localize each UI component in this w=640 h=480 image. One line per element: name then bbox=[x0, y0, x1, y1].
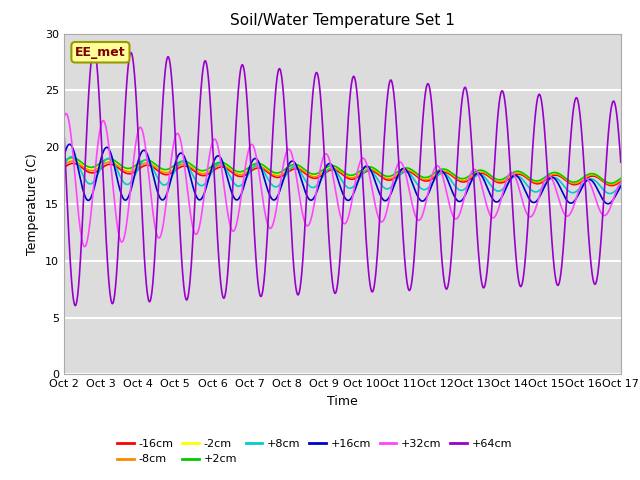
+64cm bbox=[499, 89, 507, 95]
-2cm bbox=[89, 166, 97, 171]
+16cm bbox=[604, 201, 612, 207]
+8cm bbox=[60, 163, 68, 169]
+8cm bbox=[601, 188, 609, 194]
+64cm bbox=[617, 159, 625, 165]
+8cm bbox=[601, 188, 609, 194]
-16cm bbox=[69, 160, 77, 166]
-16cm bbox=[60, 165, 68, 170]
-8cm bbox=[60, 162, 68, 168]
+2cm bbox=[601, 178, 609, 184]
-16cm bbox=[499, 180, 506, 185]
+32cm bbox=[332, 187, 339, 192]
+8cm bbox=[316, 178, 324, 184]
+2cm bbox=[89, 164, 97, 170]
+64cm bbox=[601, 179, 609, 185]
+64cm bbox=[90, 46, 98, 51]
+2cm bbox=[316, 169, 324, 175]
Line: +8cm: +8cm bbox=[64, 156, 621, 193]
+16cm bbox=[60, 153, 68, 159]
+2cm bbox=[331, 163, 339, 169]
+16cm bbox=[617, 183, 625, 189]
-16cm bbox=[601, 180, 609, 186]
Legend: -16cm, -8cm, -2cm, +2cm, +8cm, +16cm, +32cm, +64cm: -16cm, -8cm, -2cm, +2cm, +8cm, +16cm, +3… bbox=[113, 434, 516, 469]
+64cm bbox=[317, 94, 324, 100]
-16cm bbox=[331, 167, 339, 173]
-8cm bbox=[499, 178, 506, 184]
-8cm bbox=[69, 158, 77, 164]
Line: +2cm: +2cm bbox=[64, 157, 621, 183]
+32cm bbox=[602, 213, 609, 218]
-16cm bbox=[89, 170, 97, 176]
+8cm bbox=[89, 180, 97, 186]
-2cm bbox=[60, 160, 68, 166]
+16cm bbox=[601, 199, 609, 205]
-2cm bbox=[316, 170, 324, 176]
Line: -16cm: -16cm bbox=[64, 163, 621, 186]
-2cm bbox=[68, 156, 76, 162]
+32cm bbox=[62, 111, 70, 117]
+2cm bbox=[60, 158, 68, 164]
-16cm bbox=[608, 183, 616, 189]
+2cm bbox=[607, 180, 614, 186]
+8cm bbox=[606, 191, 614, 196]
-8cm bbox=[316, 172, 324, 178]
-8cm bbox=[331, 166, 339, 171]
+64cm bbox=[332, 290, 339, 296]
X-axis label: Time: Time bbox=[327, 395, 358, 408]
-2cm bbox=[499, 177, 506, 182]
+32cm bbox=[81, 244, 88, 250]
-8cm bbox=[601, 179, 609, 185]
+64cm bbox=[89, 48, 97, 54]
-8cm bbox=[617, 177, 625, 183]
-16cm bbox=[316, 174, 324, 180]
Title: Soil/Water Temperature Set 1: Soil/Water Temperature Set 1 bbox=[230, 13, 455, 28]
+2cm bbox=[68, 155, 76, 160]
+32cm bbox=[617, 180, 625, 185]
+64cm bbox=[72, 303, 79, 309]
+2cm bbox=[617, 176, 625, 181]
+8cm bbox=[617, 182, 625, 188]
-2cm bbox=[617, 176, 625, 181]
-2cm bbox=[607, 180, 615, 186]
+8cm bbox=[331, 168, 339, 173]
-2cm bbox=[601, 178, 609, 184]
Y-axis label: Temperature (C): Temperature (C) bbox=[26, 153, 40, 255]
+32cm bbox=[601, 213, 609, 218]
-16cm bbox=[617, 179, 625, 184]
-16cm bbox=[601, 180, 609, 186]
+8cm bbox=[68, 154, 76, 159]
-8cm bbox=[89, 168, 97, 173]
+32cm bbox=[60, 115, 68, 120]
-2cm bbox=[331, 164, 339, 169]
+2cm bbox=[601, 178, 609, 184]
+16cm bbox=[66, 142, 74, 147]
+16cm bbox=[601, 199, 609, 205]
+16cm bbox=[89, 190, 97, 196]
+16cm bbox=[499, 192, 506, 198]
-8cm bbox=[607, 181, 615, 187]
Line: -8cm: -8cm bbox=[64, 161, 621, 184]
+64cm bbox=[602, 175, 609, 180]
+32cm bbox=[317, 165, 324, 170]
+16cm bbox=[331, 168, 339, 174]
+32cm bbox=[89, 191, 97, 196]
+8cm bbox=[499, 186, 506, 192]
Line: +32cm: +32cm bbox=[64, 114, 621, 247]
-2cm bbox=[601, 178, 609, 184]
Line: +64cm: +64cm bbox=[64, 48, 621, 306]
+32cm bbox=[499, 190, 507, 195]
Text: EE_met: EE_met bbox=[75, 46, 126, 59]
+16cm bbox=[316, 179, 324, 185]
-8cm bbox=[601, 179, 609, 185]
+2cm bbox=[499, 176, 506, 182]
+64cm bbox=[60, 129, 68, 135]
Line: -2cm: -2cm bbox=[64, 159, 621, 183]
Line: +16cm: +16cm bbox=[64, 144, 621, 204]
